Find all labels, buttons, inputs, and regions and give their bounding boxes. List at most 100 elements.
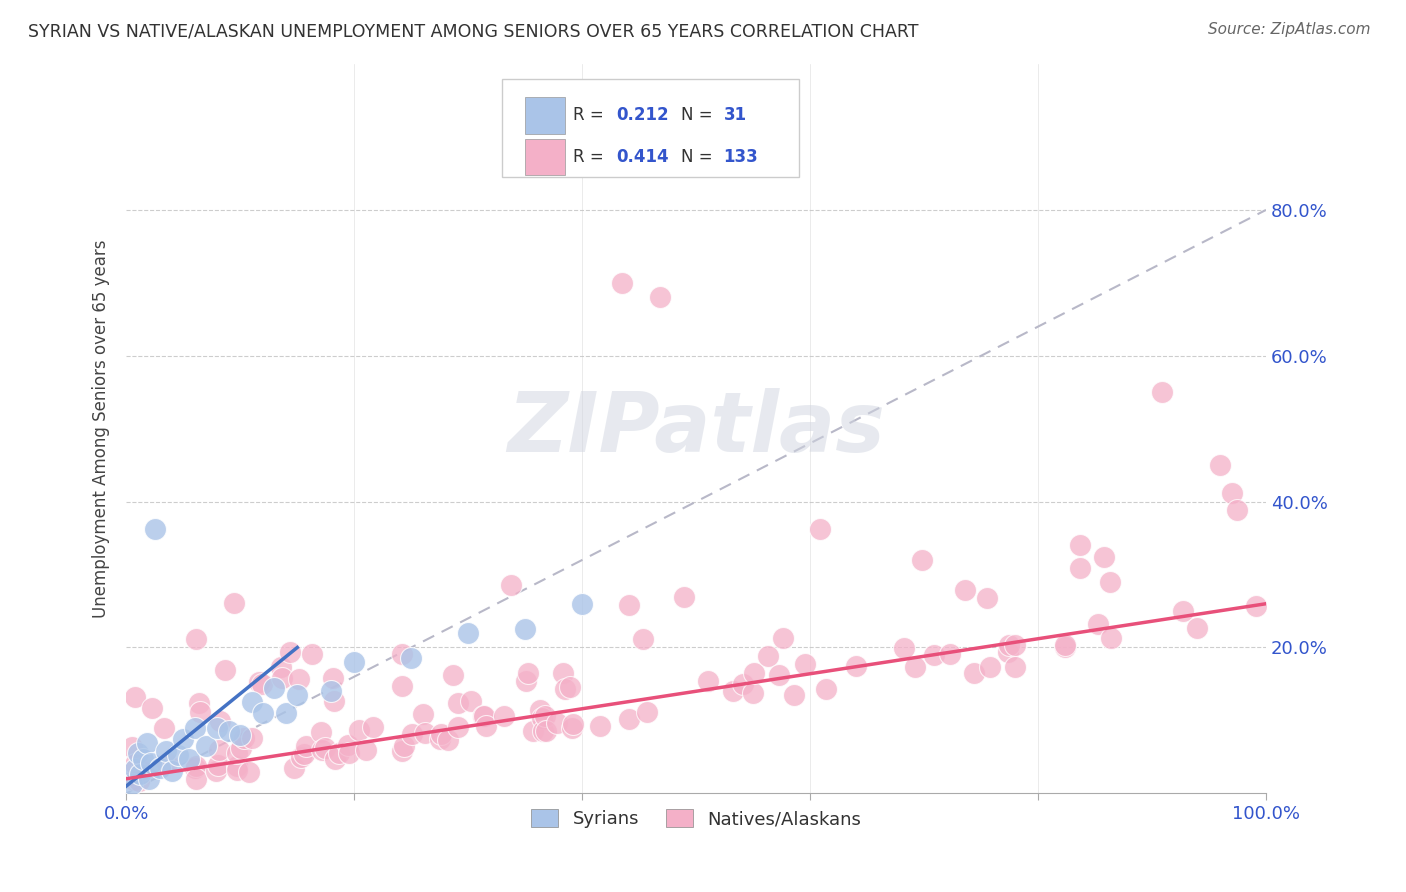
Point [321,684,343,698]
Point [531,724,554,739]
Point [226,763,249,777]
Point [172,731,194,746]
Point [323,751,346,765]
Point [534,709,557,723]
Point [794,657,817,671]
Point [492,708,515,723]
Point [673,590,696,604]
Point [129,764,152,778]
Point [207,721,229,735]
Point [429,727,451,741]
Point [742,686,765,700]
Point [631,632,654,646]
Point [392,739,415,753]
Point [1099,631,1122,645]
Y-axis label: Unemployment Among Seniors over 65 years: Unemployment Among Seniors over 65 years [93,239,110,618]
Point [772,632,794,646]
Point [561,717,583,731]
Point [309,725,332,739]
Point [391,679,413,693]
Point [322,672,344,686]
Point [1092,549,1115,564]
Point [1220,486,1243,500]
Text: 31: 31 [724,106,747,124]
Point [401,726,423,740]
FancyBboxPatch shape [526,139,565,176]
Point [132,752,155,766]
Point [446,696,468,710]
Point [768,668,790,682]
Point [1087,617,1109,632]
Point [589,719,612,733]
Point [156,756,179,771]
Point [124,773,146,788]
Point [1244,599,1267,614]
Point [472,708,495,723]
Point [808,522,831,536]
Point [460,694,482,708]
Point [845,658,868,673]
Point [904,660,927,674]
Point [553,666,575,681]
Point [240,695,263,709]
FancyBboxPatch shape [502,78,799,178]
Point [998,638,1021,652]
Text: 0.414: 0.414 [616,148,669,166]
Point [149,761,172,775]
Point [278,645,301,659]
Point [311,743,333,757]
Point [188,705,211,719]
Point [187,696,209,710]
Point [412,706,434,721]
Point [155,744,177,758]
Point [636,705,658,719]
Point [263,681,285,695]
Point [143,522,166,536]
Point [127,746,149,760]
Point [475,719,498,733]
Point [457,626,479,640]
Point [742,665,765,680]
Point [343,655,366,669]
Point [1054,638,1077,652]
Point [534,724,557,739]
Point [437,732,460,747]
Point [288,672,311,686]
Point [922,648,945,663]
Point [184,759,207,773]
Point [138,772,160,786]
Point [441,668,464,682]
Point [166,747,188,762]
Point [183,721,205,735]
Point [531,711,554,725]
Point [561,721,583,735]
Point [910,552,932,566]
Point [121,740,143,755]
Point [361,720,384,734]
Point [226,747,249,761]
Point [756,648,779,663]
Point [177,752,200,766]
Point [252,706,274,720]
Point [336,738,359,752]
Point [1054,640,1077,655]
Point [224,596,246,610]
Point [270,659,292,673]
Point [501,578,523,592]
Point [292,747,315,761]
Point [337,746,360,760]
Point [247,675,270,690]
Text: N =: N = [682,106,718,124]
Point [939,647,962,661]
Point [1098,575,1121,590]
Point [558,680,581,694]
Point [1185,621,1208,635]
Point [232,731,254,745]
Point [391,648,413,662]
Point [1069,538,1091,552]
FancyBboxPatch shape [526,97,565,134]
Point [696,673,718,688]
Point [184,632,207,646]
Point [1171,604,1194,618]
Text: N =: N = [682,148,718,166]
